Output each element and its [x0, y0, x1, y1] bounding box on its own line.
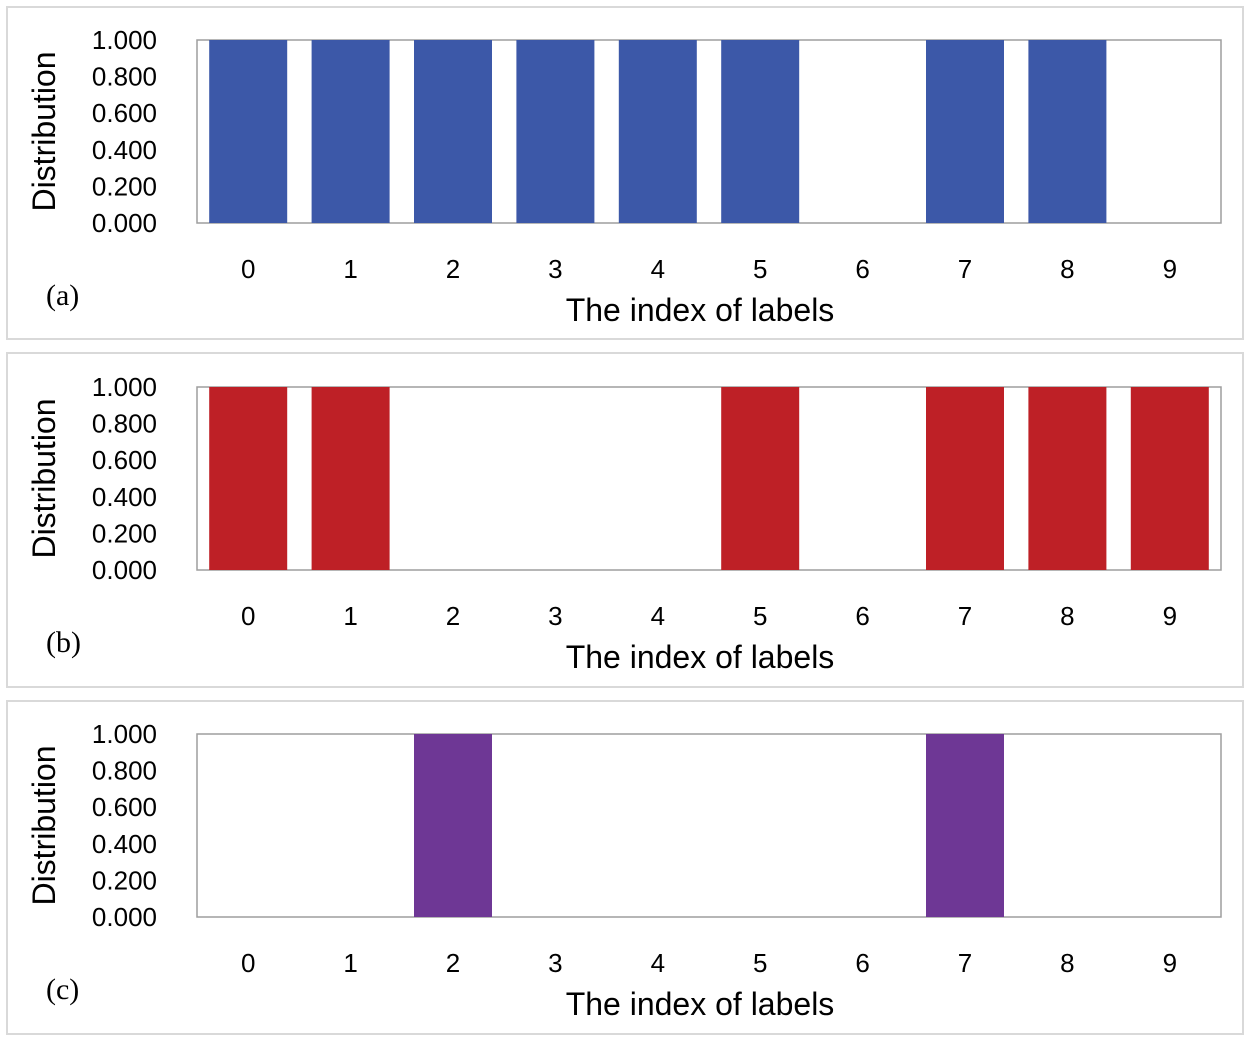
bar-4 [618, 40, 697, 223]
bar-2 [414, 734, 492, 917]
y-tick-label: 1.000 [92, 25, 157, 55]
x-tick-label: 1 [343, 254, 357, 284]
x-tick-label: 0 [241, 254, 255, 284]
x-tick-label: 9 [1163, 254, 1177, 284]
x-tick-label: 8 [1060, 601, 1074, 631]
y-tick-label: 0.400 [92, 829, 157, 859]
x-tick-label: 3 [548, 948, 562, 978]
panel-label: (b) [46, 626, 81, 659]
chart-panel-2: 0.000 0.200 0.400 0.600 0.800 1.000 0 1 2 3 4 5 6 7 8 9… [6, 700, 1244, 1035]
bar-0 [209, 40, 288, 223]
x-tick-label: 1 [343, 601, 357, 631]
x-tick-label: 4 [651, 254, 665, 284]
y-tick-label: 1.000 [92, 372, 157, 402]
x-tick-label: 6 [855, 948, 869, 978]
y-tick-label: 0.200 [92, 518, 157, 548]
x-tick-label: 9 [1163, 948, 1177, 978]
x-tick-label: 5 [753, 948, 767, 978]
x-tick-label: 0 [241, 601, 255, 631]
y-axis-title: Distribution [26, 51, 62, 211]
x-tick-label: 6 [855, 254, 869, 284]
x-tick-label: 5 [753, 601, 767, 631]
y-tick-label: 0.200 [92, 171, 157, 201]
x-tick-label: 5 [753, 254, 767, 284]
y-axis-title: Distribution [26, 745, 62, 905]
x-tick-label: 8 [1060, 948, 1074, 978]
bar-2 [414, 40, 492, 223]
bar-9 [1130, 387, 1209, 570]
bar-5 [721, 387, 800, 570]
bar-7 [926, 40, 1004, 223]
y-tick-label: 0.600 [92, 98, 157, 128]
x-tick-label: 3 [548, 601, 562, 631]
x-tick-label: 8 [1060, 254, 1074, 284]
panel-label: (c) [46, 973, 79, 1006]
x-tick-label: 2 [446, 601, 460, 631]
bar-8 [1028, 387, 1107, 570]
y-tick-label: 0.000 [92, 902, 157, 932]
plot-area [196, 733, 1222, 918]
y-axis-title: Distribution [26, 398, 62, 558]
panel-label: (a) [46, 279, 79, 312]
bar-3 [516, 40, 595, 223]
x-tick-label: 2 [446, 254, 460, 284]
x-tick-label: 4 [651, 948, 665, 978]
x-tick-label: 2 [446, 948, 460, 978]
chart-panel-0: 0.000 0.200 0.400 0.600 0.800 1.000 0 1 2 3 4 5 6 7 8 9… [6, 6, 1244, 340]
bar-0 [209, 387, 288, 570]
y-tick-label: 0.000 [92, 208, 157, 238]
bar-8 [1028, 40, 1107, 223]
y-tick-label: 0.800 [92, 756, 157, 786]
bar-5 [721, 40, 800, 223]
x-axis-title: The index of labels [566, 292, 835, 328]
bar-7 [926, 387, 1004, 570]
y-tick-label: 0.000 [92, 555, 157, 585]
x-tick-label: 7 [958, 254, 972, 284]
x-tick-label: 7 [958, 601, 972, 631]
y-tick-label: 0.600 [92, 792, 157, 822]
chart-panel-1: 0.000 0.200 0.400 0.600 0.800 1.000 0 1 2 3 4 5 6 7 8 9… [6, 352, 1244, 688]
y-tick-label: 0.800 [92, 62, 157, 92]
x-tick-label: 6 [855, 601, 869, 631]
x-tick-label: 3 [548, 254, 562, 284]
x-tick-label: 0 [241, 948, 255, 978]
y-tick-label: 0.400 [92, 135, 157, 165]
bar-7 [926, 734, 1004, 917]
y-tick-label: 0.800 [92, 409, 157, 439]
bar-1 [311, 40, 390, 223]
x-tick-label: 4 [651, 601, 665, 631]
bar-1 [311, 387, 390, 570]
x-tick-label: 7 [958, 948, 972, 978]
x-axis-title: The index of labels [566, 639, 835, 675]
x-tick-label: 9 [1163, 601, 1177, 631]
y-tick-label: 0.400 [92, 482, 157, 512]
x-axis-title: The index of labels [566, 986, 835, 1022]
y-tick-label: 0.600 [92, 445, 157, 475]
y-tick-label: 1.000 [92, 719, 157, 749]
x-tick-label: 1 [343, 948, 357, 978]
y-tick-label: 0.200 [92, 865, 157, 895]
